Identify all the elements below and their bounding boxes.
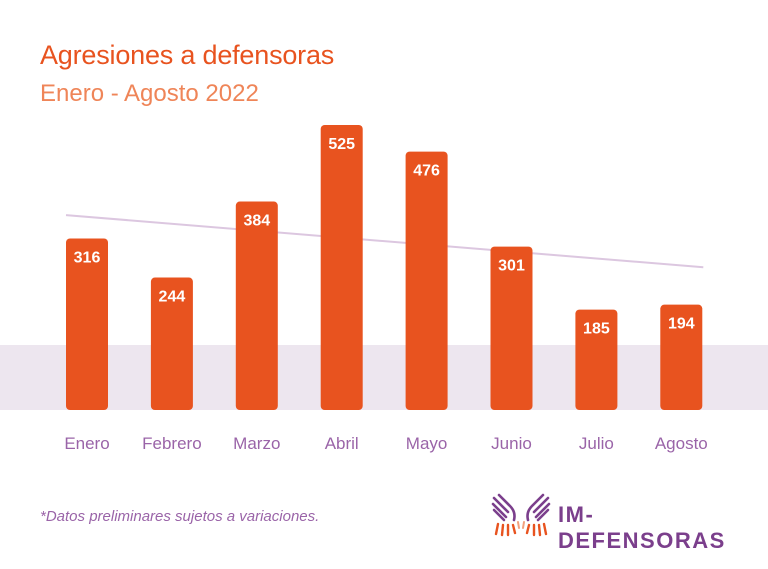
logo-text: IM-DEFENSORAS	[558, 502, 726, 553]
bar-value-label: 384	[243, 213, 270, 230]
logo: IM-DEFENSORAS	[490, 492, 750, 553]
bar-abril	[320, 125, 363, 410]
category-label: Mayo	[406, 434, 448, 453]
chart-title: Agresiones a defensoras	[40, 40, 335, 70]
bar-value-label: 525	[328, 136, 355, 153]
bar-julio	[575, 309, 618, 410]
baseline-band	[0, 345, 768, 410]
bar-value-label: 194	[668, 316, 695, 333]
bar-agosto	[660, 304, 703, 410]
bar-febrero	[150, 277, 193, 410]
bar-value-label: 185	[583, 321, 610, 338]
hands-icon	[491, 493, 551, 537]
bar-marzo	[235, 201, 278, 410]
bar-chart: 316 Enero 244 Febrero 384 Marzo 525 Abril 476 May…	[64, 125, 708, 453]
category-label: Marzo	[233, 434, 280, 453]
category-label: Julio	[579, 434, 614, 453]
bar-mayo	[405, 151, 448, 410]
bar-enero	[66, 238, 108, 410]
category-label: Junio	[491, 434, 532, 453]
trend-line	[65, 214, 704, 269]
bar-value-label: 476	[413, 163, 440, 180]
bar-value-label: 301	[498, 258, 525, 275]
chart-subtitle: Enero - Agosto 2022	[40, 80, 259, 107]
category-label: Enero	[64, 434, 109, 453]
category-label: Febrero	[142, 434, 202, 453]
category-label: Agosto	[655, 434, 708, 453]
bar-value-label: 244	[159, 289, 186, 306]
category-label: Abril	[325, 434, 359, 453]
bar-value-label: 316	[74, 249, 101, 266]
bar-junio	[490, 246, 533, 410]
footnote: *Datos preliminares sujetos a variacione…	[40, 508, 320, 525]
